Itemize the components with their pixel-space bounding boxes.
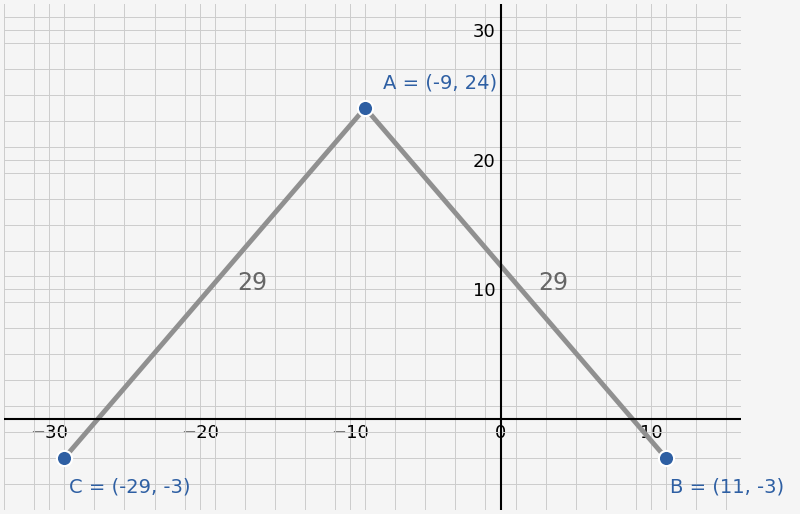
Text: A = (-9, 24): A = (-9, 24) [383,74,498,93]
Point [58,454,70,462]
Text: B = (11, -3): B = (11, -3) [670,478,785,497]
Text: 29: 29 [238,271,267,295]
Text: 29: 29 [538,271,568,295]
Point [358,104,371,112]
Text: C = (-29, -3): C = (-29, -3) [69,478,190,497]
Point [659,454,672,462]
